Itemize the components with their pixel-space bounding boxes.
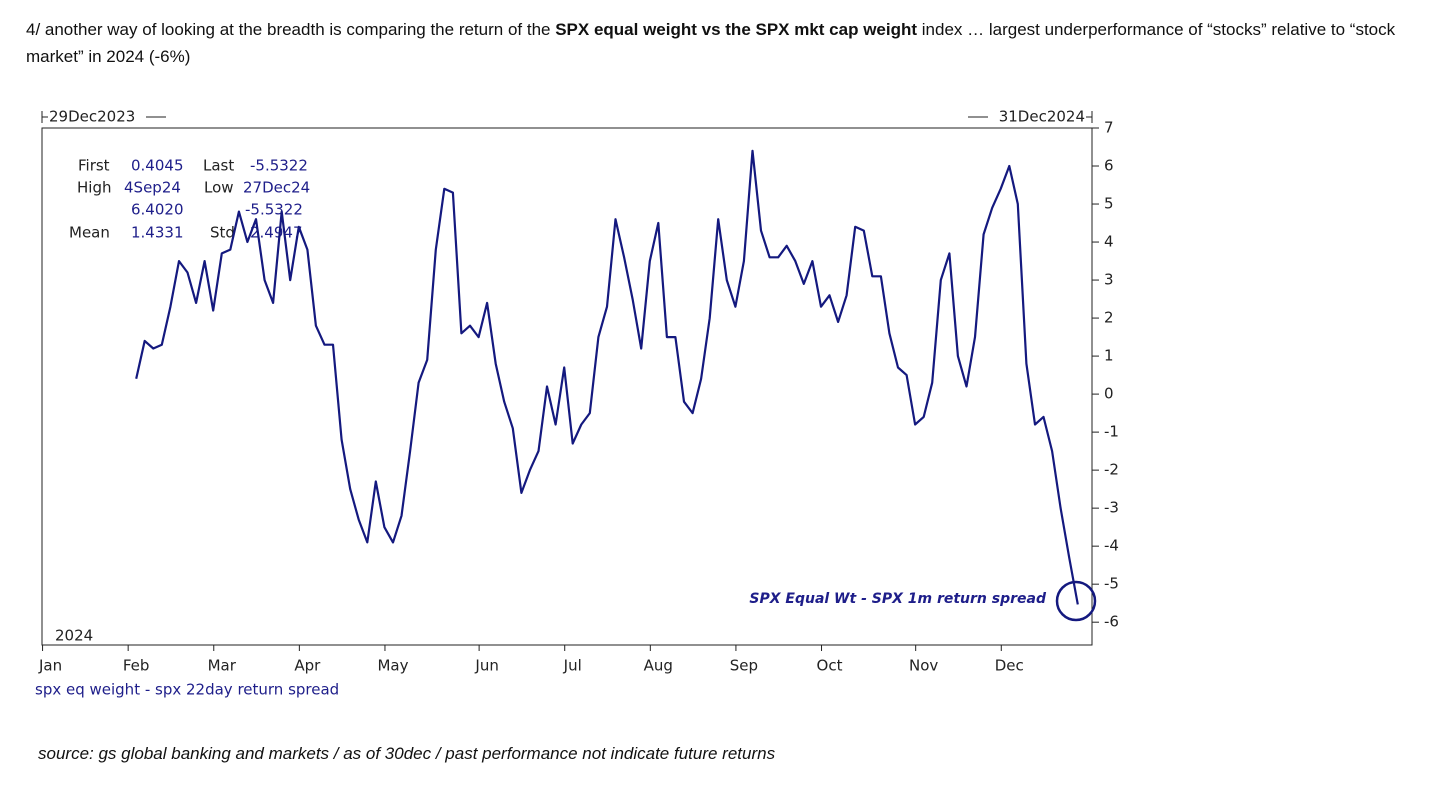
- legend-entry: spx eq weight - spx 22day return spread: [35, 681, 339, 699]
- stat-value: 2.4947: [250, 224, 303, 242]
- stat-value: 6.4020: [131, 201, 184, 219]
- x-tick-label: Sep: [730, 657, 758, 675]
- x-tick-label: Dec: [995, 657, 1024, 675]
- x-tick-label: May: [377, 657, 408, 675]
- y-tick-label: 1: [1104, 347, 1114, 365]
- y-tick-label: -1: [1104, 423, 1119, 441]
- y-tick-label: 6: [1104, 157, 1114, 175]
- y-tick-label: 4: [1104, 233, 1114, 251]
- source-note: source: gs global banking and markets / …: [38, 744, 776, 763]
- annotation: SPX Equal Wt - SPX 1m return spread: [749, 591, 1047, 607]
- x-tick-label: Jul: [563, 657, 582, 675]
- stat-label: Std: [210, 224, 235, 242]
- y-tick-label: -4: [1104, 537, 1119, 555]
- y-tick-label: 7: [1104, 119, 1114, 137]
- stat-value: 4Sep24: [124, 179, 181, 197]
- y-tick-label: -2: [1104, 461, 1119, 479]
- plot-frame: [41, 127, 1093, 646]
- y-tick-label: -5: [1104, 575, 1119, 593]
- x-tick-label: Jun: [474, 657, 498, 675]
- stat-label: First: [78, 157, 110, 175]
- highlight-circle: [1055, 580, 1097, 622]
- stat-label: Mean: [69, 224, 110, 242]
- end-date: 31Dec2024: [999, 108, 1085, 126]
- x-tick-label: Oct: [817, 657, 843, 675]
- stat-value: 0.4045: [131, 157, 184, 175]
- text-segment: index … largest underperformance of “sto…: [26, 20, 1396, 66]
- stat-value: 1.4331: [131, 224, 184, 242]
- data-line: [135, 149, 1079, 605]
- stat-value: -5.5322: [245, 201, 303, 219]
- stat-value: 27Dec24: [243, 179, 310, 197]
- x-tick-label: Apr: [294, 657, 321, 675]
- stat-label: Last: [203, 157, 234, 175]
- y-tick-label: -3: [1104, 499, 1119, 517]
- post-text: 4/ another way of looking at the breadth…: [26, 16, 1451, 70]
- year-label: 2024: [55, 627, 93, 645]
- y-tick-label: 3: [1104, 271, 1114, 289]
- x-tick-label: Jan: [38, 657, 62, 675]
- x-tick-label: Mar: [208, 657, 237, 675]
- text-segment: 4/ another way of looking at the breadth…: [26, 20, 556, 39]
- stat-value: -5.5322: [250, 157, 308, 175]
- y-tick-label: 5: [1104, 195, 1114, 213]
- stat-label: High: [77, 179, 111, 197]
- y-tick-label: 0: [1104, 385, 1114, 403]
- x-tick-label: Aug: [644, 657, 673, 675]
- x-tick-label: Feb: [123, 657, 150, 675]
- y-tick-label: 2: [1104, 309, 1114, 327]
- x-tick-label: Nov: [909, 657, 938, 675]
- y-tick-label: -6: [1104, 613, 1119, 631]
- bold-text: SPX equal weight vs the SPX mkt cap weig…: [555, 20, 918, 39]
- start-date: 29Dec2023: [49, 108, 135, 126]
- stat-label: Low: [204, 179, 234, 197]
